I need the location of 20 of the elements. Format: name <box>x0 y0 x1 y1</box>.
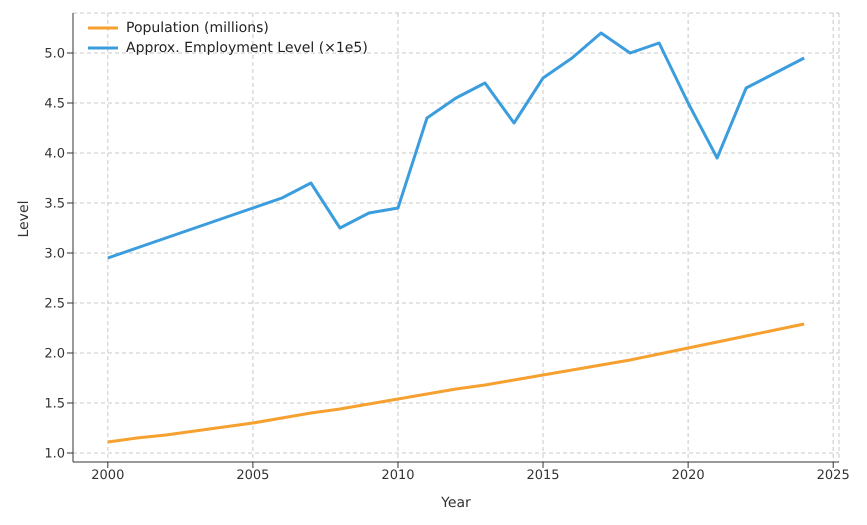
y-tick-label: 5.0 <box>44 46 65 62</box>
x-tick-label: 2025 <box>816 468 850 484</box>
y-tick-label: 2.0 <box>44 346 65 362</box>
y-tick-label: 1.0 <box>44 446 65 462</box>
y-tick-label: 4.0 <box>44 146 65 162</box>
y-tick-label: 2.5 <box>44 296 65 312</box>
x-tick-label: 2010 <box>381 468 415 484</box>
x-tick-label: 2005 <box>236 468 270 484</box>
x-tick-label: 2015 <box>526 468 560 484</box>
y-tick-label: 4.5 <box>44 96 65 112</box>
x-tick-label: 2000 <box>91 468 124 484</box>
y-tick-label: 3.5 <box>44 196 65 212</box>
x-tick-label: 2020 <box>672 468 705 484</box>
y-tick-label: 3.0 <box>44 246 65 262</box>
line-series <box>106 322 806 444</box>
y-tick-label: 1.5 <box>44 396 65 412</box>
y-axis-title: Level <box>16 200 32 238</box>
x-axis-title: Year <box>440 495 472 511</box>
legend-label: Population (millions) <box>126 20 269 36</box>
legend-label: Approx. Employment Level (×1e5) <box>126 40 368 56</box>
